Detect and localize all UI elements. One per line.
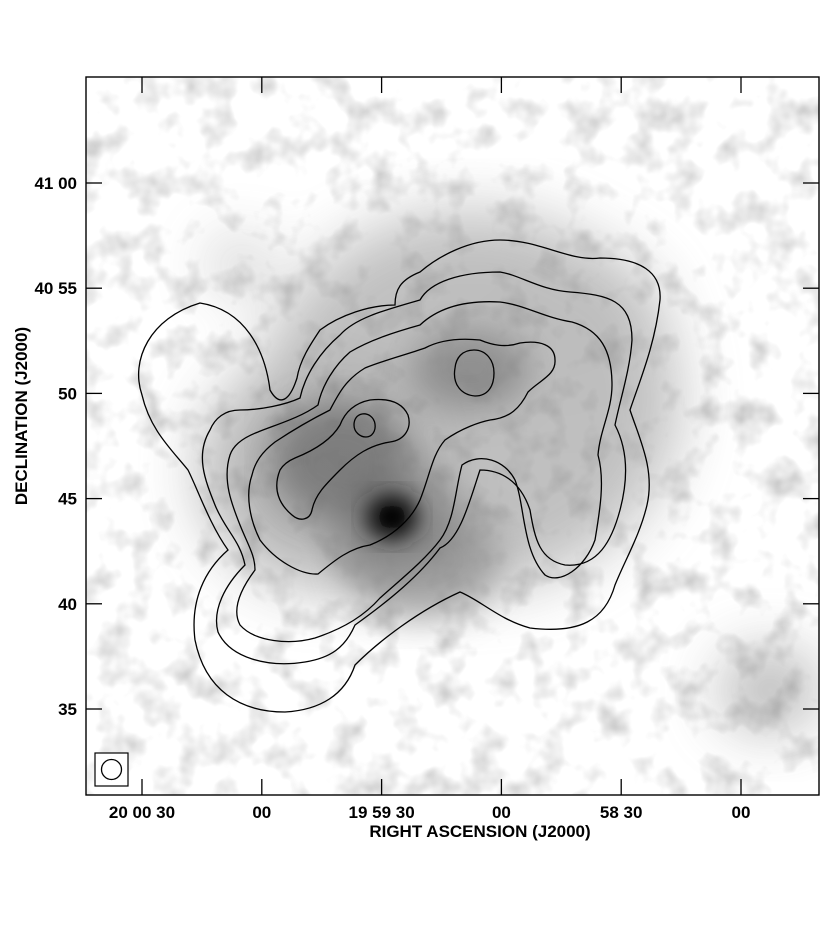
x-tick-label: 00: [252, 803, 271, 822]
plot-frame: [85, 76, 820, 796]
y-tick-label: 45: [58, 490, 77, 509]
contour-level-5b: [453, 349, 495, 397]
beam-marker: [94, 752, 129, 787]
y-axis-ticks: 41 00 40 55 50 45 40 35: [34, 174, 819, 719]
x-axis-title: RIGHT ASCENSION (J2000): [369, 822, 590, 841]
x-tick-label: 58 30: [600, 803, 643, 822]
contour-level-1: [138, 239, 661, 713]
y-axis-title: DECLINATION (J2000): [12, 327, 31, 505]
y-tick-label: 35: [58, 700, 77, 719]
contour-level-5a: [276, 398, 410, 520]
x-tick-label: 00: [492, 803, 511, 822]
greyscale-image: [86, 77, 819, 795]
x-tick-label: 19 59 30: [349, 803, 415, 822]
x-axis-ticks: 20 00 30 00 19 59 30 00 58 30 00: [109, 77, 751, 822]
x-tick-label: 20 00 30: [109, 803, 175, 822]
x-tick-label: 00: [732, 803, 751, 822]
contour-level-2: [201, 271, 633, 665]
contour-level-4: [248, 338, 556, 575]
contours: [138, 239, 661, 713]
y-tick-label: 50: [58, 384, 77, 403]
contour-level-3: [226, 301, 613, 643]
contour-level-5c: [353, 413, 376, 438]
y-tick-label: 41 00: [34, 174, 77, 193]
y-tick-label: 40 55: [34, 279, 77, 298]
y-tick-label: 40: [58, 595, 77, 614]
